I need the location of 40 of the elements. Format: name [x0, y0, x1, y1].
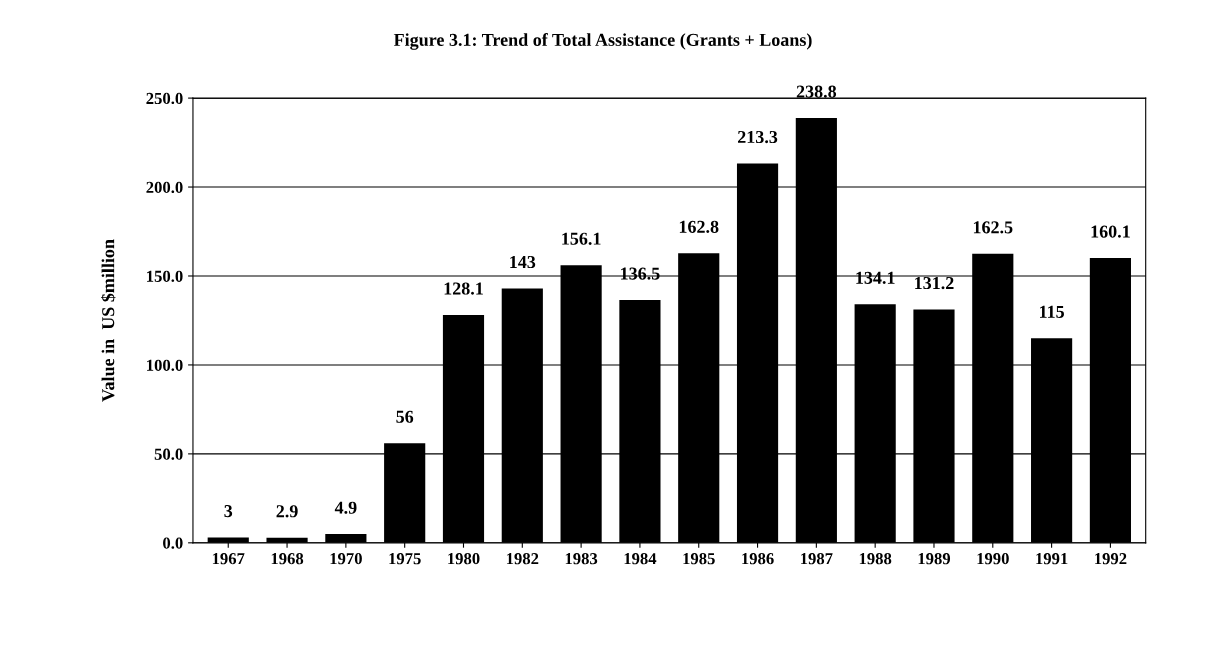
- x-tick-label: 1975: [389, 553, 421, 565]
- data-label: 128.1: [444, 282, 483, 295]
- x-tick-label: 1987: [801, 553, 833, 565]
- x-tick-label: 1980: [448, 553, 480, 565]
- data-label: 56: [396, 410, 414, 423]
- data-label: 131.2: [915, 276, 954, 290]
- x-tick-label: 1991: [1036, 553, 1068, 565]
- y-tick-label: 250.0: [146, 92, 183, 105]
- y-tick-label: 50.0: [154, 448, 183, 460]
- data-label: 2.9: [276, 505, 298, 518]
- data-label: 143: [510, 255, 536, 269]
- data-label: 162.8: [679, 220, 719, 233]
- data-label: 3: [224, 505, 233, 518]
- data-label: 238.8: [796, 85, 837, 98]
- data-label: 115: [1040, 305, 1064, 318]
- x-tick-label: 1990: [977, 553, 1009, 565]
- x-tick-label: 1983: [565, 553, 598, 565]
- x-tick-label: 1967: [212, 553, 245, 565]
- data-label: 162.5: [973, 221, 1013, 234]
- data-label: 134.1: [856, 271, 895, 285]
- x-tick-label: 1985: [683, 553, 715, 565]
- y-tick-label: 100.0: [147, 359, 183, 371]
- y-tick-label: 0.0: [163, 537, 183, 549]
- x-tick-label: 1986: [742, 553, 774, 565]
- x-tick-label: 1989: [918, 553, 951, 565]
- y-axis-title: Value in US $million: [101, 239, 116, 402]
- x-tick-label: 1988: [859, 553, 892, 565]
- x-tick-label: 1968: [271, 553, 304, 565]
- data-label: 136.5: [621, 267, 660, 280]
- chart-title: Figure 3.1: Trend of Total Assistance (Grants + Loans): [393, 33, 812, 50]
- x-tick-label: 1982: [506, 553, 539, 565]
- data-label: 213.3: [737, 130, 778, 144]
- y-tick-label: 200.0: [146, 181, 183, 194]
- x-tick-label: 1992: [1095, 553, 1127, 565]
- data-label: 156.1: [562, 232, 601, 245]
- data-label: 160.1: [1091, 225, 1130, 238]
- y-tick-label: 150.0: [147, 270, 183, 283]
- x-tick-label: 1984: [624, 553, 657, 565]
- x-tick-label: 1970: [330, 553, 362, 565]
- data-label: 4.9: [334, 501, 357, 514]
